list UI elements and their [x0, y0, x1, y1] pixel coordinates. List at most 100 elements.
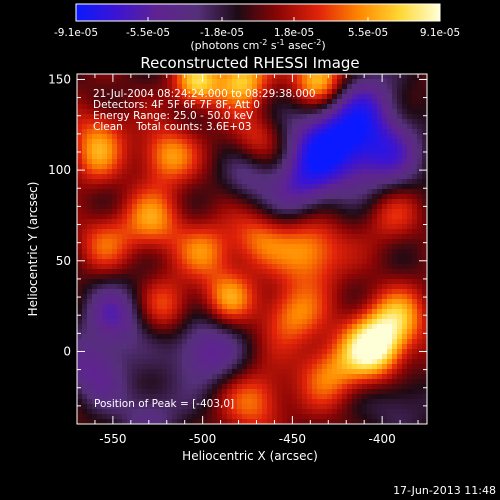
heatmap-cell [77, 324, 83, 330]
heatmap-cell [142, 414, 148, 420]
heatmap-cell [412, 184, 418, 190]
heatmap-cell [152, 204, 158, 210]
heatmap-cell [292, 79, 298, 85]
heatmap-cell [202, 294, 208, 300]
heatmap-cell [372, 109, 378, 115]
heatmap-cell [147, 329, 153, 335]
heatmap-cell [237, 419, 243, 424]
heatmap-cell [327, 309, 333, 315]
heatmap-cell [417, 99, 423, 105]
heatmap-cell [282, 419, 288, 424]
heatmap-cell [402, 234, 408, 240]
heatmap-cell [332, 89, 338, 95]
heatmap-cell [167, 179, 173, 185]
heatmap-cell [297, 379, 303, 385]
heatmap-cell [97, 239, 103, 245]
heatmap-cell [92, 334, 98, 340]
heatmap-cell [262, 174, 268, 180]
heatmap-cell [307, 284, 313, 290]
heatmap-cell [362, 79, 368, 85]
heatmap-cell [307, 89, 313, 95]
heatmap-cell [257, 179, 263, 185]
heatmap-cell [267, 394, 273, 400]
heatmap-cell [132, 229, 138, 235]
heatmap-cell [412, 109, 418, 115]
heatmap-cell [312, 299, 318, 305]
heatmap-cell [347, 314, 353, 320]
heatmap-cell [402, 254, 408, 260]
heatmap-cell [257, 359, 263, 365]
heatmap-cell [382, 219, 388, 225]
heatmap-cell [177, 354, 183, 360]
heatmap-cell [272, 179, 278, 185]
heatmap-cell [337, 289, 343, 295]
heatmap-cell [192, 199, 198, 205]
heatmap-cell [202, 244, 208, 250]
heatmap-cell [127, 84, 133, 90]
heatmap-cell [137, 174, 143, 180]
heatmap-cell [402, 124, 408, 130]
heatmap-cell [337, 179, 343, 185]
heatmap-cell [177, 394, 183, 400]
heatmap-cell [117, 259, 123, 265]
heatmap-cell [347, 184, 353, 190]
heatmap-cell [277, 319, 283, 325]
heatmap-cell [352, 384, 358, 390]
heatmap-cell [277, 324, 283, 330]
heatmap-cell [367, 239, 373, 245]
heatmap-cell [97, 399, 103, 405]
heatmap-cell [332, 239, 338, 245]
heatmap-cell [187, 309, 193, 315]
heatmap-cell [362, 129, 368, 135]
heatmap-cell [197, 399, 203, 405]
heatmap-cell [157, 349, 163, 355]
heatmap-cell [347, 139, 353, 145]
heatmap-cell [267, 124, 273, 130]
heatmap-cell [227, 104, 233, 110]
heatmap-cell [347, 289, 353, 295]
heatmap-cell [362, 74, 368, 80]
chart-title: Reconstructed RHESSI Image [140, 54, 359, 72]
heatmap-cell [397, 284, 403, 290]
heatmap-cell [92, 404, 98, 410]
heatmap-cell [402, 339, 408, 345]
heatmap-cell [337, 124, 343, 130]
heatmap-cell [362, 179, 368, 185]
heatmap-cell [377, 389, 383, 395]
heatmap-cell [322, 104, 328, 110]
heatmap-cell [87, 399, 93, 405]
heatmap-cell [357, 324, 363, 330]
heatmap-cell [332, 414, 338, 420]
heatmap-cell [162, 329, 168, 335]
heatmap-cell [267, 329, 273, 335]
heatmap-cell [302, 174, 308, 180]
heatmap-cell [377, 124, 383, 130]
heatmap-cell [182, 89, 188, 95]
heatmap-cell [347, 114, 353, 120]
heatmap-cell [172, 119, 178, 125]
heatmap-cell [417, 109, 423, 115]
heatmap-cell [247, 349, 253, 355]
heatmap-cell [227, 194, 233, 200]
heatmap-cell [342, 109, 348, 115]
heatmap-cell [152, 114, 158, 120]
heatmap-cell [387, 199, 393, 205]
heatmap-cell [362, 404, 368, 410]
heatmap-cell [272, 244, 278, 250]
heatmap-cell [327, 229, 333, 235]
heatmap-cell [152, 134, 158, 140]
heatmap-cell [297, 404, 303, 410]
heatmap-cell [332, 134, 338, 140]
heatmap-cell [317, 164, 323, 170]
heatmap-cell [182, 274, 188, 280]
heatmap-cell [322, 194, 328, 200]
heatmap-cell [182, 84, 188, 90]
heatmap-cell [227, 284, 233, 290]
heatmap-cell [332, 394, 338, 400]
heatmap-cell [247, 214, 253, 220]
heatmap-cell [127, 74, 133, 80]
heatmap-cell [247, 124, 253, 130]
heatmap-cell [212, 379, 218, 385]
heatmap-cell [287, 299, 293, 305]
heatmap-cell [357, 189, 363, 195]
